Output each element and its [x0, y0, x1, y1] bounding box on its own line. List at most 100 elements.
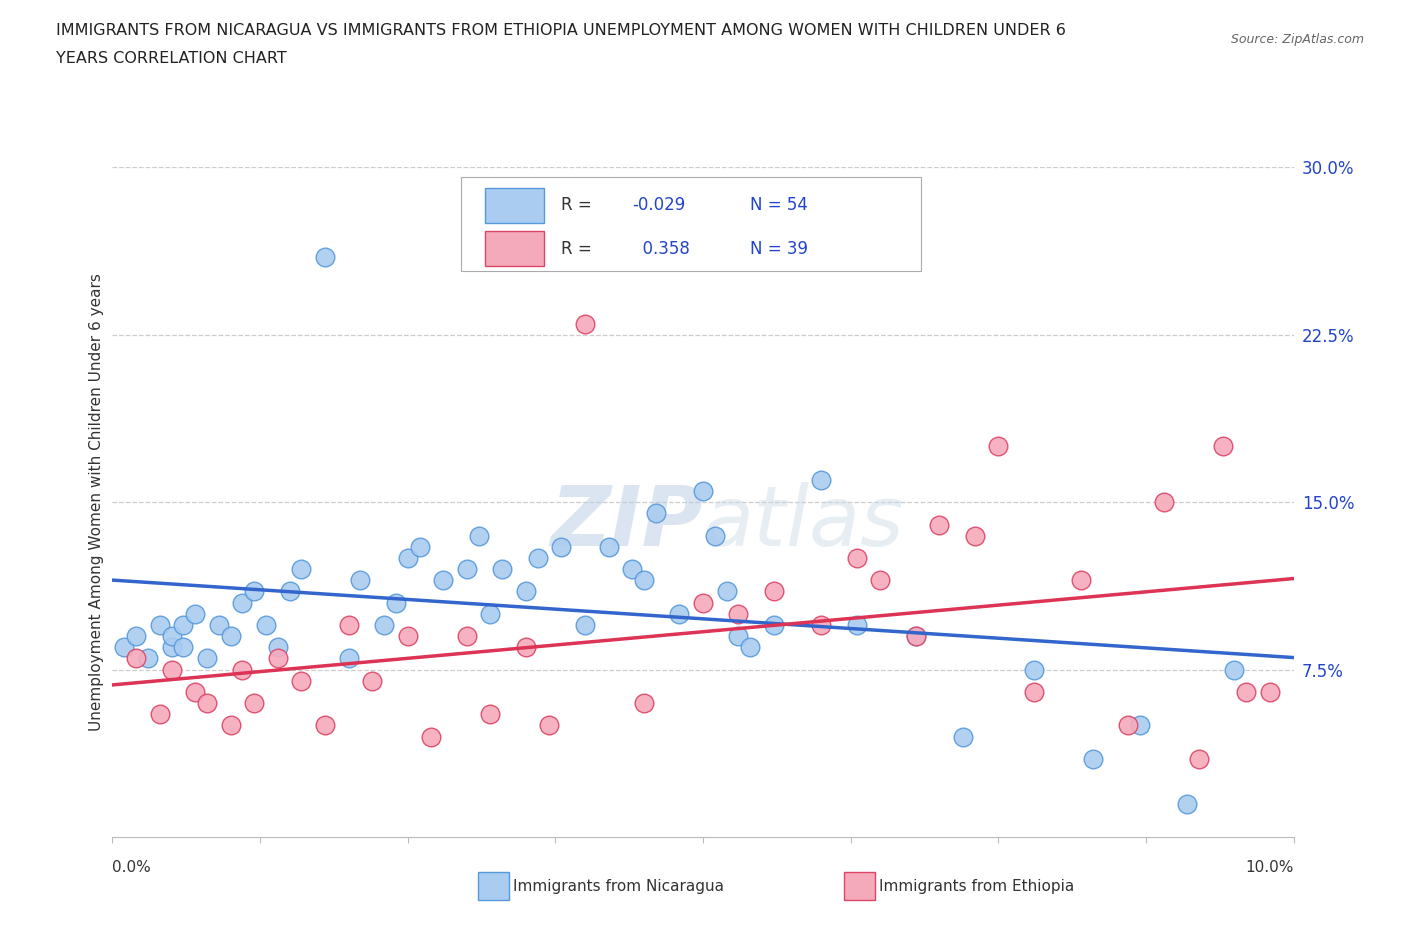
- Point: [1212, 439, 1234, 454]
- Point: [149, 618, 172, 632]
- Point: [621, 562, 644, 577]
- Point: [952, 729, 974, 744]
- Point: [1022, 684, 1045, 699]
- Point: [184, 684, 207, 699]
- Point: [904, 629, 927, 644]
- Text: YEARS CORRELATION CHART: YEARS CORRELATION CHART: [56, 51, 287, 66]
- Point: [314, 249, 336, 264]
- Point: [479, 707, 502, 722]
- Point: [762, 584, 785, 599]
- Point: [810, 618, 832, 632]
- Point: [515, 584, 537, 599]
- Point: [467, 528, 489, 543]
- Point: [254, 618, 277, 632]
- Point: [208, 618, 231, 632]
- Point: [172, 618, 194, 632]
- Point: [1258, 684, 1281, 699]
- FancyBboxPatch shape: [461, 178, 921, 272]
- Y-axis label: Unemployment Among Women with Children Under 6 years: Unemployment Among Women with Children U…: [89, 273, 104, 731]
- Text: N = 39: N = 39: [751, 240, 808, 258]
- Point: [1129, 718, 1152, 733]
- Point: [373, 618, 395, 632]
- Point: [963, 528, 986, 543]
- Point: [361, 673, 384, 688]
- Point: [290, 673, 312, 688]
- Point: [420, 729, 443, 744]
- Point: [243, 584, 266, 599]
- Point: [845, 618, 868, 632]
- Point: [574, 618, 596, 632]
- Point: [538, 718, 561, 733]
- Point: [1081, 751, 1104, 766]
- Point: [290, 562, 312, 577]
- Point: [456, 562, 478, 577]
- Point: [219, 718, 242, 733]
- Point: [598, 539, 620, 554]
- Point: [1070, 573, 1092, 588]
- Point: [633, 696, 655, 711]
- Point: [1153, 495, 1175, 510]
- Point: [136, 651, 159, 666]
- Point: [727, 629, 749, 644]
- Point: [195, 651, 218, 666]
- Text: N = 54: N = 54: [751, 196, 808, 214]
- Point: [184, 606, 207, 621]
- Point: [526, 551, 548, 565]
- Point: [574, 316, 596, 331]
- Point: [869, 573, 891, 588]
- Bar: [485, 232, 544, 266]
- Point: [810, 472, 832, 487]
- Point: [692, 595, 714, 610]
- Text: -0.029: -0.029: [633, 196, 685, 214]
- Text: 0.358: 0.358: [633, 240, 690, 258]
- Point: [1175, 796, 1198, 811]
- Point: [740, 640, 762, 655]
- Point: [267, 640, 290, 655]
- Text: ZIP: ZIP: [550, 482, 703, 563]
- Point: [1022, 662, 1045, 677]
- Point: [644, 506, 666, 521]
- Point: [396, 629, 419, 644]
- Text: atlas: atlas: [703, 482, 904, 563]
- Point: [172, 640, 194, 655]
- Point: [1188, 751, 1211, 766]
- Point: [149, 707, 172, 722]
- Point: [160, 662, 183, 677]
- Point: [267, 651, 290, 666]
- Point: [125, 651, 148, 666]
- Point: [160, 640, 183, 655]
- Point: [219, 629, 242, 644]
- Text: Source: ZipAtlas.com: Source: ZipAtlas.com: [1230, 33, 1364, 46]
- Point: [195, 696, 218, 711]
- Point: [550, 539, 572, 554]
- Point: [633, 573, 655, 588]
- Point: [491, 562, 513, 577]
- Point: [1234, 684, 1257, 699]
- Point: [1116, 718, 1139, 733]
- Bar: [485, 188, 544, 222]
- Point: [231, 662, 253, 677]
- Point: [456, 629, 478, 644]
- Point: [928, 517, 950, 532]
- Point: [692, 484, 714, 498]
- Point: [727, 606, 749, 621]
- Text: 0.0%: 0.0%: [112, 860, 152, 875]
- Point: [337, 651, 360, 666]
- Point: [987, 439, 1010, 454]
- Text: R =: R =: [561, 196, 598, 214]
- Point: [125, 629, 148, 644]
- Text: IMMIGRANTS FROM NICARAGUA VS IMMIGRANTS FROM ETHIOPIA UNEMPLOYMENT AMONG WOMEN W: IMMIGRANTS FROM NICARAGUA VS IMMIGRANTS …: [56, 23, 1066, 38]
- Point: [243, 696, 266, 711]
- Text: Immigrants from Ethiopia: Immigrants from Ethiopia: [879, 879, 1074, 894]
- Point: [668, 606, 690, 621]
- Point: [396, 551, 419, 565]
- Point: [716, 584, 738, 599]
- Point: [515, 640, 537, 655]
- Point: [408, 539, 430, 554]
- Point: [904, 629, 927, 644]
- Point: [1223, 662, 1246, 677]
- Point: [762, 618, 785, 632]
- Text: Immigrants from Nicaragua: Immigrants from Nicaragua: [513, 879, 724, 894]
- Text: R =: R =: [561, 240, 598, 258]
- Point: [337, 618, 360, 632]
